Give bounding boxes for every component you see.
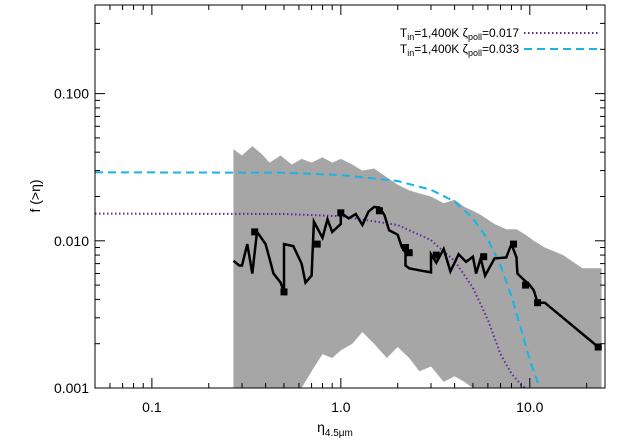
data-marker: [405, 249, 413, 257]
data-marker: [251, 228, 259, 236]
tick-labels: 0.1 1.0 10.0 0.001 0.010 0.100: [54, 86, 544, 415]
data-marker: [534, 299, 542, 307]
x-tick-label: 0.1: [142, 399, 162, 415]
data-marker: [522, 281, 530, 289]
x-axis-title-main: η: [317, 419, 325, 435]
x-axis-title-sub: 4.5μm: [325, 428, 353, 439]
data-marker: [480, 253, 488, 261]
x-tick-label: 10.0: [516, 399, 543, 415]
x-tick-label: 1.0: [331, 399, 351, 415]
legend-entry-2: Tin=1,400K ζpoll=0.033: [400, 42, 519, 58]
data-marker: [510, 240, 517, 248]
observed-cumulative-line: [232, 205, 599, 348]
legend-entry-1: Tin=1,400K ζpoll=0.017: [400, 26, 519, 42]
data-marker: [402, 244, 409, 251]
data-marker: [337, 209, 345, 217]
y-tick-label: 0.100: [54, 86, 89, 102]
data-marker: [375, 207, 383, 215]
data-marker: [432, 251, 440, 259]
model-curve-zeta-0-033: [95, 171, 542, 388]
y-tick-label: 0.010: [54, 233, 89, 249]
x-axis-title: η4.5μm: [317, 419, 353, 439]
legend: Tin=1,400K ζpoll=0.017 Tin=1,400K ζpoll=…: [400, 26, 598, 58]
data-marker: [313, 240, 321, 248]
plot-area: [95, 146, 602, 388]
y-tick-label: 0.001: [54, 380, 89, 396]
data-marker: [280, 288, 288, 296]
data-marker: [594, 343, 602, 351]
y-axis-title: f (>η): [27, 179, 43, 212]
uncertainty-band: [233, 146, 602, 388]
model-curve-zeta-0-017: [95, 212, 528, 388]
axis-ticks: [94, 4, 605, 389]
